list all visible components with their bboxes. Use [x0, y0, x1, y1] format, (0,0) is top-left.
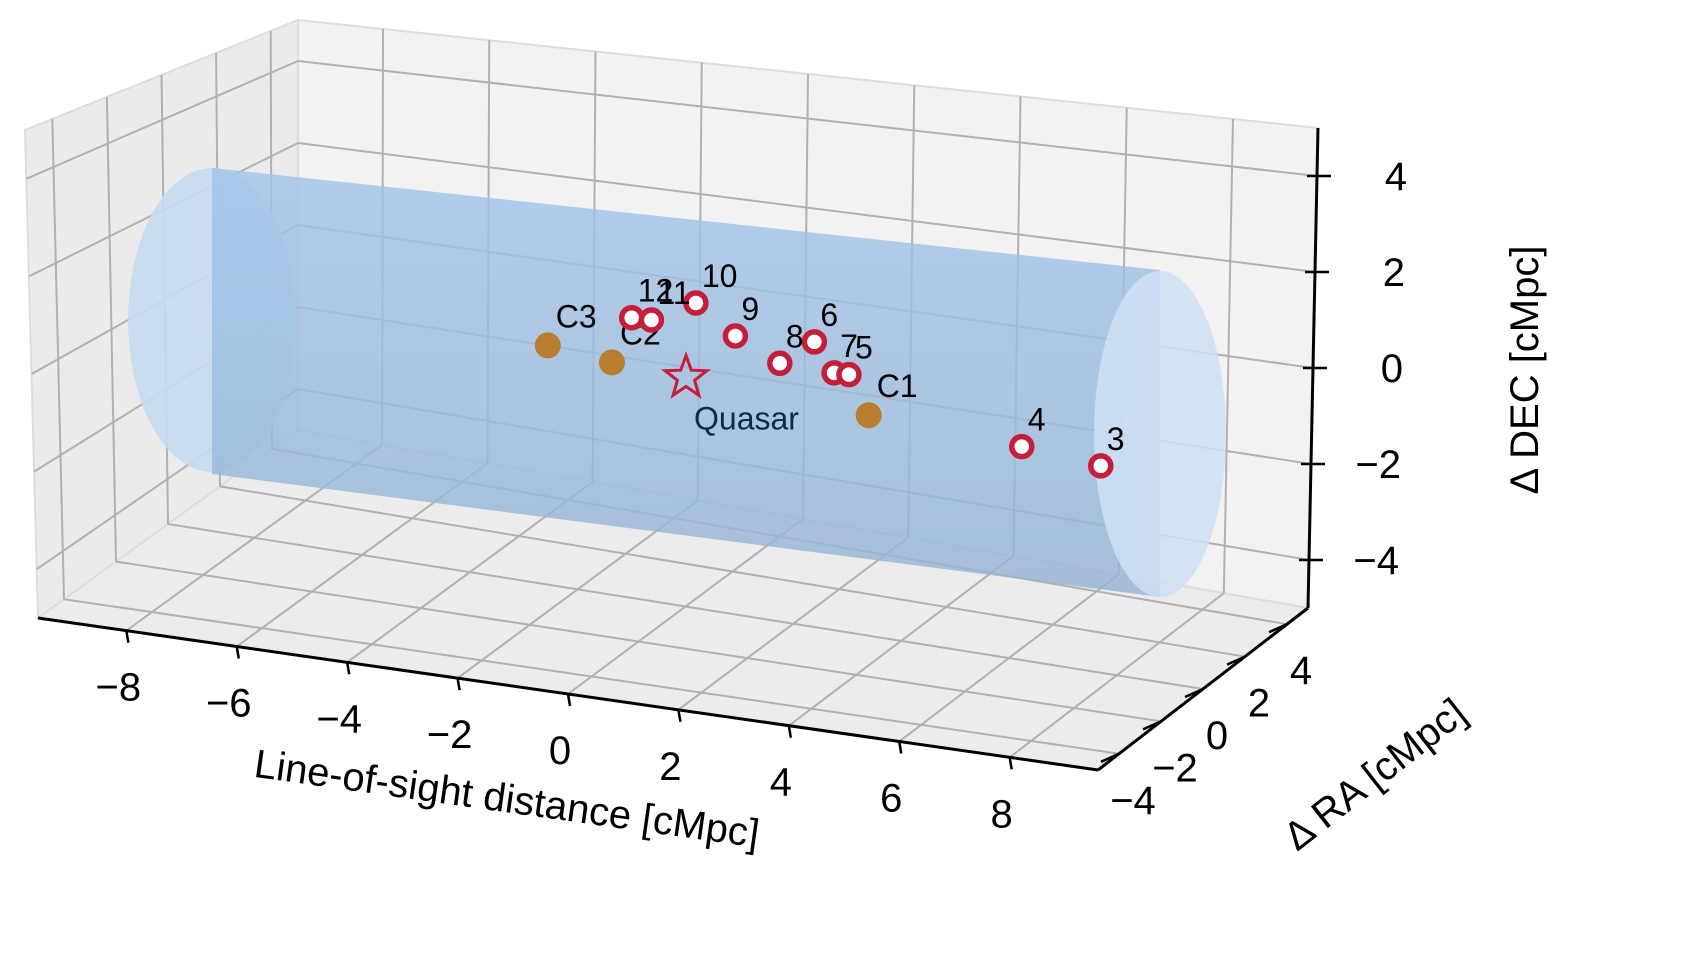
galaxy-point — [618, 304, 645, 331]
galaxy-point — [1088, 453, 1114, 479]
grid-line — [297, 142, 1316, 273]
companion-point — [598, 349, 625, 376]
x-axis-label: Line-of-sight distance [cMpc] — [252, 742, 762, 856]
y-tick — [1100, 752, 1120, 763]
quasar-star — [660, 351, 712, 399]
y-tick — [1226, 655, 1246, 666]
galaxy-label: 9 — [741, 291, 759, 327]
galaxy-point — [767, 350, 793, 377]
grid-line — [115, 560, 1162, 723]
companion-point — [855, 402, 882, 429]
x-tick-label: −8 — [96, 666, 142, 710]
y-tick-label: 0 — [1206, 714, 1228, 758]
cylinder-body-shade — [212, 168, 1160, 597]
y-tick-label: −4 — [1110, 779, 1156, 823]
grid-line — [219, 485, 1246, 658]
y-tick — [1268, 623, 1288, 634]
x-tick — [125, 630, 130, 643]
galaxy-label: 7 — [840, 328, 858, 364]
grid-line — [63, 598, 1120, 755]
cylinder-front-cap — [1094, 271, 1226, 597]
galaxy-point — [683, 290, 709, 316]
x-tick-label: −2 — [427, 713, 473, 757]
galaxy-point — [836, 361, 862, 388]
x-tick-label: 4 — [770, 761, 792, 805]
x-tick — [677, 709, 682, 723]
z-axis-label: Δ DEC [cMpc] — [1503, 246, 1547, 495]
x-tick — [898, 741, 903, 754]
x-tick — [787, 725, 793, 738]
companion-label: C3 — [556, 298, 597, 334]
z-tick-label: 2 — [1383, 251, 1405, 295]
cylinder — [128, 168, 1226, 597]
z-tick-label: −2 — [1355, 443, 1401, 487]
galaxy-label: 12 — [638, 273, 674, 309]
galaxy-label: 10 — [702, 258, 738, 294]
grid-line — [51, 118, 65, 600]
z-tick-label: 0 — [1381, 347, 1403, 391]
companion-point — [534, 332, 561, 359]
y-axis-label: Δ RA [cMpc] — [1276, 690, 1475, 859]
galaxy-label: 6 — [820, 297, 838, 333]
x-tick-label: −6 — [206, 682, 252, 726]
y-tick-label: 2 — [1248, 682, 1270, 726]
grid-line — [297, 60, 1318, 177]
galaxy-point — [638, 307, 665, 333]
y-tick — [1184, 687, 1204, 699]
z-tick-label: 4 — [1385, 155, 1407, 199]
galaxy-label: 4 — [1028, 402, 1046, 438]
quasar-label: Quasar — [694, 401, 799, 437]
galaxy-label: 8 — [786, 318, 804, 354]
y-tick-label: 4 — [1290, 649, 1312, 693]
grid-line — [167, 523, 1204, 690]
companion-label: C1 — [877, 368, 918, 404]
galaxy-point — [1009, 433, 1035, 460]
x-tick-label: 8 — [991, 792, 1013, 836]
z-tick-label: −4 — [1353, 539, 1399, 583]
x-tick-label: 2 — [659, 745, 681, 789]
galaxy-point — [801, 329, 828, 355]
galaxy-label: 3 — [1107, 421, 1125, 457]
x-tick-label: 0 — [549, 729, 571, 773]
x-tick-label: −4 — [316, 697, 362, 741]
x-tick — [456, 677, 461, 691]
galaxy-point — [722, 323, 749, 349]
y-tick-label: −2 — [1152, 746, 1198, 790]
grid-line — [105, 96, 117, 562]
y-tick — [1142, 720, 1162, 731]
x-tick — [1008, 757, 1013, 770]
x-tick-label: 6 — [880, 777, 902, 821]
galaxy-label: 5 — [855, 330, 873, 366]
galaxy-label: 11 — [657, 275, 690, 311]
x-tick — [566, 693, 572, 707]
x-tick — [235, 646, 240, 659]
x-tick — [345, 662, 351, 675]
